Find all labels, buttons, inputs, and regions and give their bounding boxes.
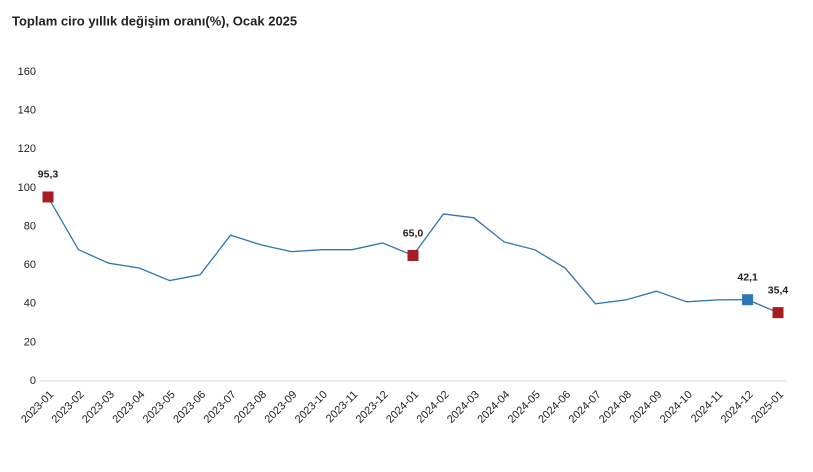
x-tick-label: 2023-12 — [354, 389, 391, 426]
y-tick-label: 120 — [18, 143, 36, 155]
x-tick-label: 2024-05 — [506, 389, 543, 426]
marker — [742, 294, 754, 306]
x-tick-label: 2024-09 — [627, 389, 664, 426]
x-tick-label: 2023-01 — [19, 389, 56, 426]
x-tick-label: 2023-08 — [232, 389, 269, 426]
x-tick-label: 2024-12 — [719, 389, 756, 426]
x-tick-label: 2024-06 — [536, 389, 573, 426]
x-tick-label: 2024-01 — [384, 389, 421, 426]
marker — [772, 307, 784, 319]
x-tick-label: 2023-03 — [80, 389, 117, 426]
y-tick-label: 160 — [18, 66, 36, 78]
x-tick-label: 2023-09 — [262, 389, 299, 426]
y-tick-label: 140 — [18, 105, 36, 117]
x-tick-label: 2023-02 — [50, 389, 87, 426]
x-tick-label: 2025-01 — [749, 389, 786, 426]
x-tick-label: 2024-07 — [567, 389, 604, 426]
y-tick-label: 40 — [24, 298, 36, 310]
value-label: 35,4 — [768, 284, 789, 296]
y-tick-label: 20 — [24, 336, 36, 348]
x-tick-label: 2024-04 — [475, 389, 512, 426]
x-tick-label: 2024-10 — [658, 389, 695, 426]
x-tick-label: 2024-08 — [597, 389, 634, 426]
x-tick-label: 2024-02 — [415, 389, 452, 426]
x-tick-label: 2024-03 — [445, 389, 482, 426]
x-tick-label: 2023-07 — [202, 389, 239, 426]
x-tick-label: 2023-04 — [110, 389, 147, 426]
value-label: 65,0 — [403, 227, 424, 239]
x-tick-label: 2023-06 — [171, 389, 208, 426]
y-tick-label: 80 — [24, 220, 36, 232]
y-tick-label: 0 — [30, 375, 36, 387]
marker — [42, 191, 54, 203]
y-tick-label: 100 — [18, 182, 36, 194]
y-tick-label: 60 — [24, 259, 36, 271]
x-tick-label: 2023-05 — [141, 389, 178, 426]
value-label: 95,3 — [38, 169, 59, 181]
value-label: 42,1 — [737, 271, 758, 283]
marker — [407, 249, 419, 261]
chart-title: Toplam ciro yıllık değişim oranı(%), Oca… — [12, 13, 297, 28]
x-tick-label: 2023-10 — [293, 389, 330, 426]
